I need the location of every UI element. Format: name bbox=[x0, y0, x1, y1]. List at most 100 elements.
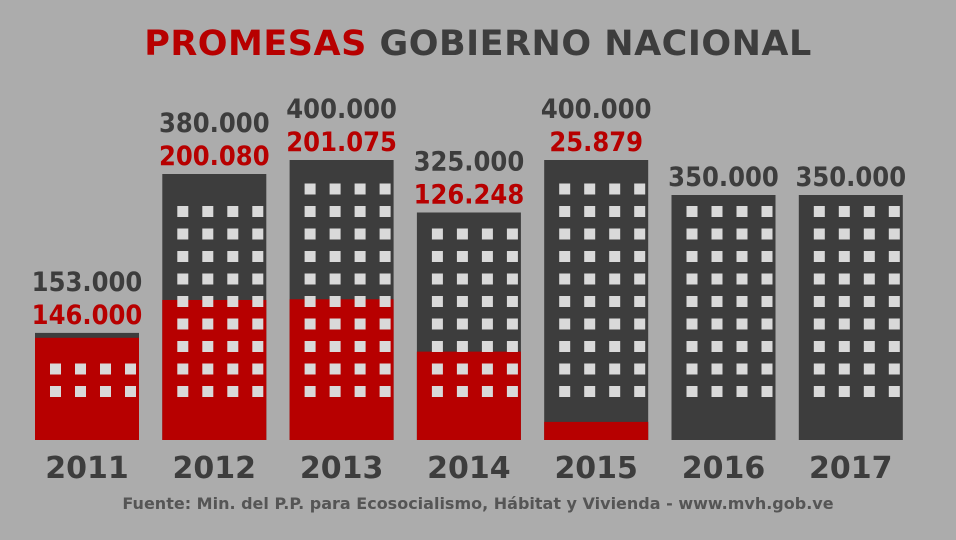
window bbox=[711, 386, 723, 397]
window bbox=[838, 363, 850, 375]
window bbox=[609, 273, 621, 285]
window bbox=[686, 228, 698, 240]
window bbox=[329, 183, 341, 195]
window bbox=[304, 273, 316, 285]
window bbox=[227, 206, 239, 217]
label-built-2015: 25.879 bbox=[549, 127, 643, 158]
window bbox=[711, 251, 723, 262]
window bbox=[863, 386, 875, 397]
window bbox=[329, 386, 341, 397]
window bbox=[838, 296, 850, 307]
x-tick-label-2016: 2016 bbox=[682, 451, 766, 486]
window bbox=[584, 341, 596, 352]
window bbox=[888, 206, 900, 217]
label-promised-2011: 153.000 bbox=[32, 267, 143, 298]
window bbox=[813, 296, 825, 307]
window bbox=[711, 228, 723, 240]
window bbox=[863, 273, 875, 285]
window bbox=[431, 318, 443, 330]
window bbox=[329, 363, 341, 375]
window bbox=[227, 251, 239, 262]
window bbox=[559, 296, 571, 307]
window bbox=[329, 273, 341, 285]
window bbox=[50, 363, 61, 375]
window bbox=[711, 318, 723, 330]
building-windows bbox=[177, 206, 264, 397]
window bbox=[354, 183, 366, 195]
label-promised-2017: 350.000 bbox=[795, 162, 906, 193]
window bbox=[227, 318, 239, 330]
window bbox=[431, 228, 443, 240]
window bbox=[252, 318, 264, 330]
title-red-part: PROMESAS bbox=[144, 24, 367, 64]
window bbox=[506, 296, 518, 307]
window bbox=[202, 363, 214, 375]
label-promised-2012: 380.000 bbox=[159, 108, 270, 139]
window bbox=[202, 228, 214, 240]
window bbox=[761, 318, 773, 330]
building-windows bbox=[304, 183, 391, 397]
window bbox=[75, 386, 86, 397]
window bbox=[736, 363, 748, 375]
window bbox=[481, 341, 493, 352]
window bbox=[888, 228, 900, 240]
window bbox=[379, 318, 391, 330]
window bbox=[379, 341, 391, 352]
bar-group-2017: 350.000 2017 bbox=[795, 162, 906, 486]
x-tick-label-2015: 2015 bbox=[554, 451, 638, 486]
building-windows bbox=[431, 228, 518, 397]
window bbox=[863, 296, 875, 307]
window bbox=[761, 296, 773, 307]
window bbox=[379, 228, 391, 240]
title-dark-part: GOBIERNO NACIONAL bbox=[379, 24, 812, 64]
window bbox=[888, 251, 900, 262]
window bbox=[736, 318, 748, 330]
window bbox=[304, 206, 316, 217]
label-built-2013: 201.075 bbox=[286, 127, 397, 158]
window bbox=[431, 386, 443, 397]
window bbox=[304, 228, 316, 240]
window bbox=[379, 251, 391, 262]
window bbox=[329, 318, 341, 330]
window bbox=[686, 251, 698, 262]
window bbox=[863, 341, 875, 352]
window bbox=[354, 273, 366, 285]
window bbox=[431, 273, 443, 285]
window bbox=[431, 363, 443, 375]
window bbox=[506, 318, 518, 330]
window bbox=[379, 363, 391, 375]
window bbox=[177, 363, 189, 375]
window bbox=[634, 206, 646, 217]
window bbox=[736, 341, 748, 352]
window bbox=[634, 228, 646, 240]
window bbox=[609, 386, 621, 397]
window bbox=[761, 386, 773, 397]
window bbox=[634, 318, 646, 330]
window bbox=[813, 341, 825, 352]
window bbox=[379, 296, 391, 307]
chart-title: PROMESAS GOBIERNO NACIONAL bbox=[0, 24, 956, 64]
window bbox=[177, 251, 189, 262]
window bbox=[711, 206, 723, 217]
window bbox=[227, 296, 239, 307]
window bbox=[711, 296, 723, 307]
window bbox=[252, 363, 264, 375]
window bbox=[177, 318, 189, 330]
window bbox=[609, 183, 621, 195]
window bbox=[202, 206, 214, 217]
window bbox=[838, 318, 850, 330]
window bbox=[609, 206, 621, 217]
window bbox=[609, 296, 621, 307]
window bbox=[813, 251, 825, 262]
window bbox=[177, 273, 189, 285]
window bbox=[329, 206, 341, 217]
window bbox=[177, 296, 189, 307]
window bbox=[304, 386, 316, 397]
window bbox=[838, 228, 850, 240]
window bbox=[379, 183, 391, 195]
window bbox=[304, 251, 316, 262]
